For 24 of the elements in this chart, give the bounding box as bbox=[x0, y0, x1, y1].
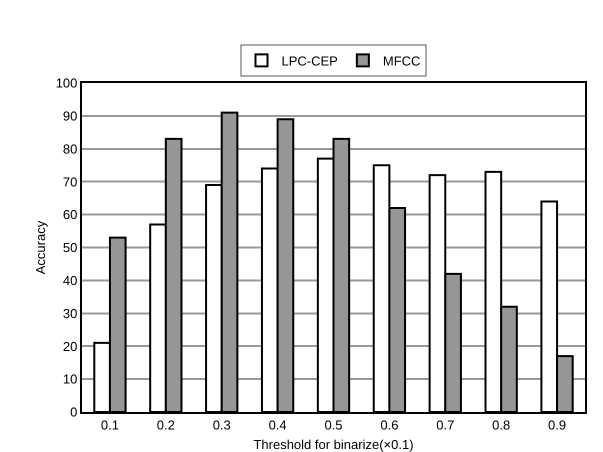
x-tick-label: 0.3 bbox=[212, 418, 231, 433]
y-tick-label: 100 bbox=[56, 76, 78, 91]
legend-label: MFCC bbox=[382, 53, 420, 68]
y-axis-title: Accuracy bbox=[33, 220, 48, 274]
y-tick-label: 90 bbox=[62, 108, 78, 124]
x-tick-label: 0.9 bbox=[548, 418, 566, 433]
x-tick-label: 0.5 bbox=[324, 418, 343, 433]
y-tick-label: 30 bbox=[62, 306, 78, 321]
y-tick-label: 10 bbox=[62, 372, 78, 387]
x-axis-title: Threshold for binarize(×0.1) bbox=[253, 437, 414, 452]
x-tick-label: 0.1 bbox=[100, 418, 119, 433]
y-tick-label: 70 bbox=[62, 174, 78, 190]
y-tick-label: 50 bbox=[62, 240, 78, 256]
x-tick-label: 0.4 bbox=[268, 418, 287, 433]
y-tick-label: 0 bbox=[70, 404, 78, 420]
y-tick-label: 20 bbox=[62, 338, 78, 354]
x-tick-label: 0.7 bbox=[436, 418, 454, 433]
x-tick-label: 0.6 bbox=[380, 418, 398, 433]
x-tick-label: 0.2 bbox=[156, 418, 175, 433]
y-tick-label: 80 bbox=[62, 141, 78, 156]
legend-label: LPC-CEP bbox=[282, 53, 338, 68]
y-tick-label: 40 bbox=[62, 272, 78, 288]
y-tick-label: 60 bbox=[62, 207, 78, 222]
x-tick-label: 0.8 bbox=[492, 418, 510, 433]
